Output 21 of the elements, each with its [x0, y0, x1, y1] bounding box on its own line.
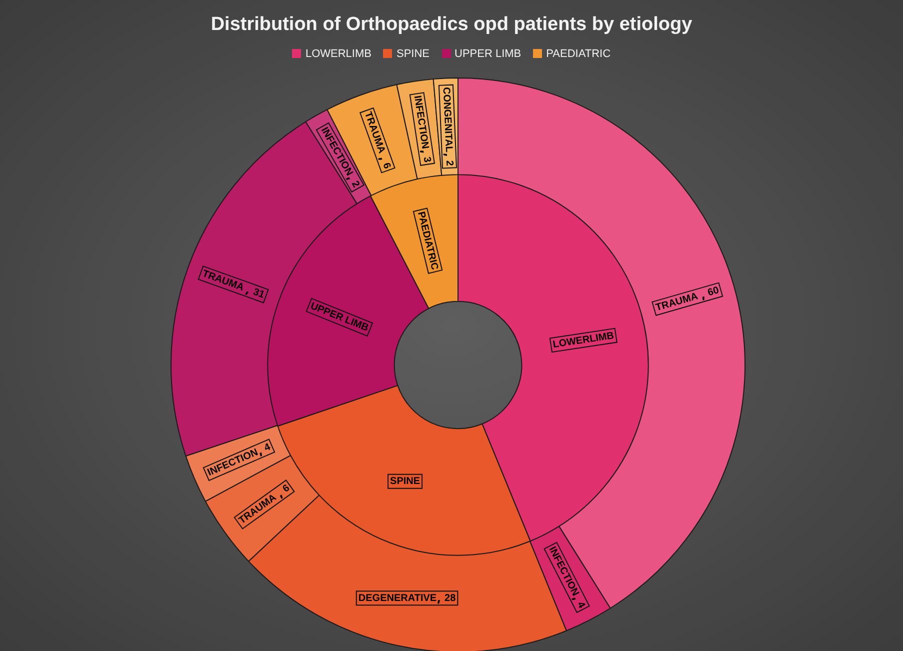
data-label: 6 [380, 161, 393, 171]
legend-label: LOWERLIMB [304, 48, 372, 60]
slice-label: SPINE [390, 476, 420, 488]
data-label: 2 [443, 160, 455, 167]
slice-label: LOWERLIMB [552, 330, 615, 351]
data-label: 31 [252, 286, 266, 302]
data-label: 60 [706, 284, 721, 299]
slice-label: CONGENITAL [440, 86, 454, 153]
slice-label: INFECTION [411, 94, 430, 150]
data-label: 4 [574, 600, 588, 610]
data-label: 28 [444, 592, 456, 604]
data-label: 4 [262, 441, 273, 454]
slice-label: TRAUMA [654, 290, 702, 314]
legend-label: UPPER LIMB [454, 48, 522, 60]
data-label: 2 [349, 179, 362, 190]
chart-title: Distribution of Orthopaedics opd patients by etiology [210, 14, 694, 36]
legend-label: SPINE [395, 48, 430, 60]
data-label: 6 [280, 482, 292, 495]
legend-label: PAEDIATRIC [545, 48, 611, 60]
slice-label: DEGENERATIVE [358, 592, 437, 604]
data-label: 3 [420, 156, 433, 164]
